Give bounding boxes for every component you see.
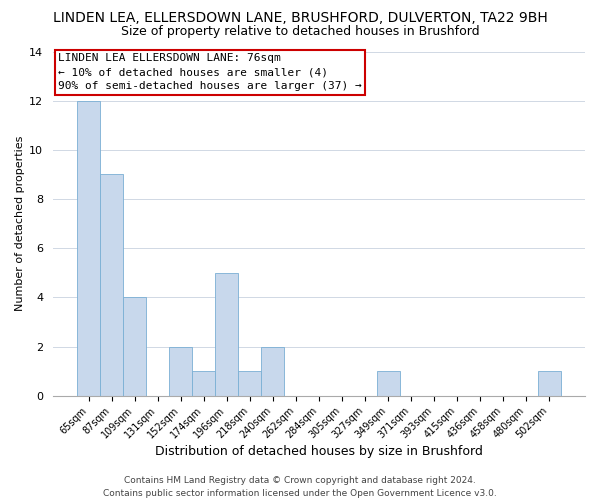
Bar: [538, 371, 561, 396]
Bar: [169, 346, 193, 396]
Bar: [215, 273, 238, 396]
Text: LINDEN LEA, ELLERSDOWN LANE, BRUSHFORD, DULVERTON, TA22 9BH: LINDEN LEA, ELLERSDOWN LANE, BRUSHFORD, …: [53, 11, 547, 25]
Bar: [100, 174, 123, 396]
Bar: [377, 371, 400, 396]
Bar: [262, 346, 284, 396]
Text: LINDEN LEA ELLERSDOWN LANE: 76sqm
← 10% of detached houses are smaller (4)
90% o: LINDEN LEA ELLERSDOWN LANE: 76sqm ← 10% …: [58, 53, 362, 91]
Y-axis label: Number of detached properties: Number of detached properties: [15, 136, 25, 312]
Bar: [238, 371, 262, 396]
Text: Contains HM Land Registry data © Crown copyright and database right 2024.
Contai: Contains HM Land Registry data © Crown c…: [103, 476, 497, 498]
Bar: [77, 100, 100, 396]
Text: Size of property relative to detached houses in Brushford: Size of property relative to detached ho…: [121, 25, 479, 38]
Bar: [193, 371, 215, 396]
X-axis label: Distribution of detached houses by size in Brushford: Distribution of detached houses by size …: [155, 444, 483, 458]
Bar: [123, 298, 146, 396]
